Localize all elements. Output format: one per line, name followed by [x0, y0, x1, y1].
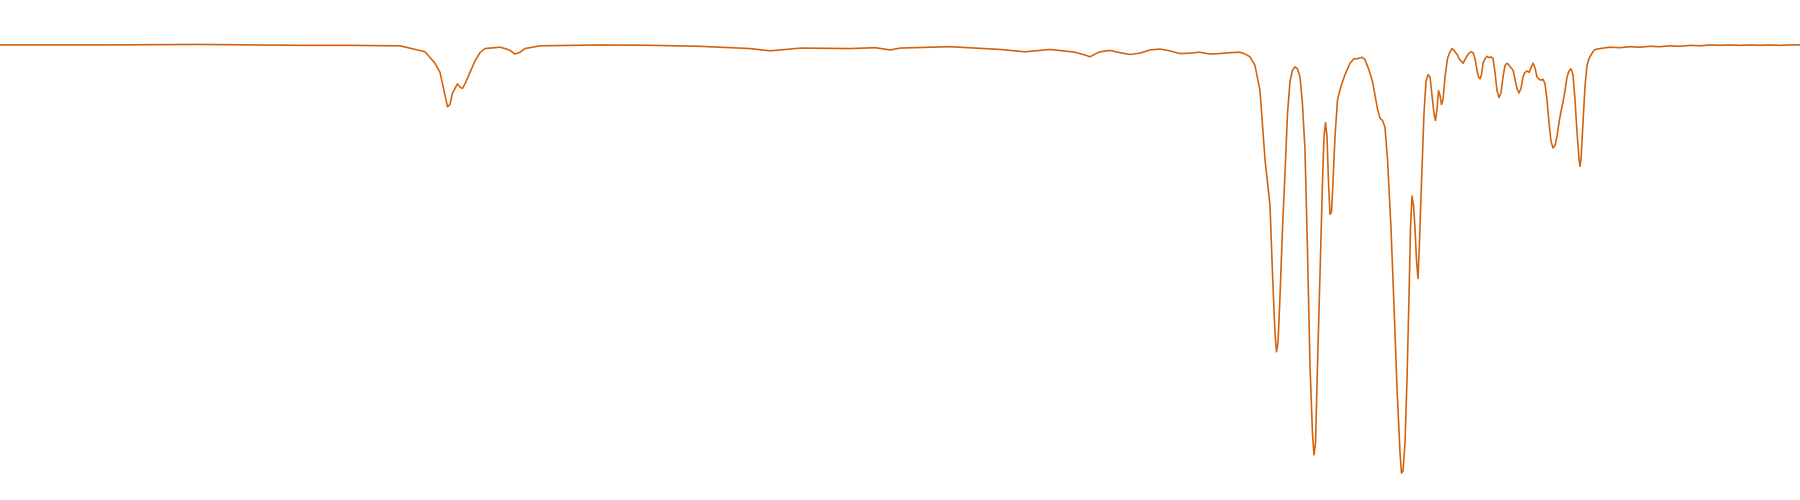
series-layer: [0, 43, 1800, 474]
series-line-0: [0, 43, 1800, 474]
